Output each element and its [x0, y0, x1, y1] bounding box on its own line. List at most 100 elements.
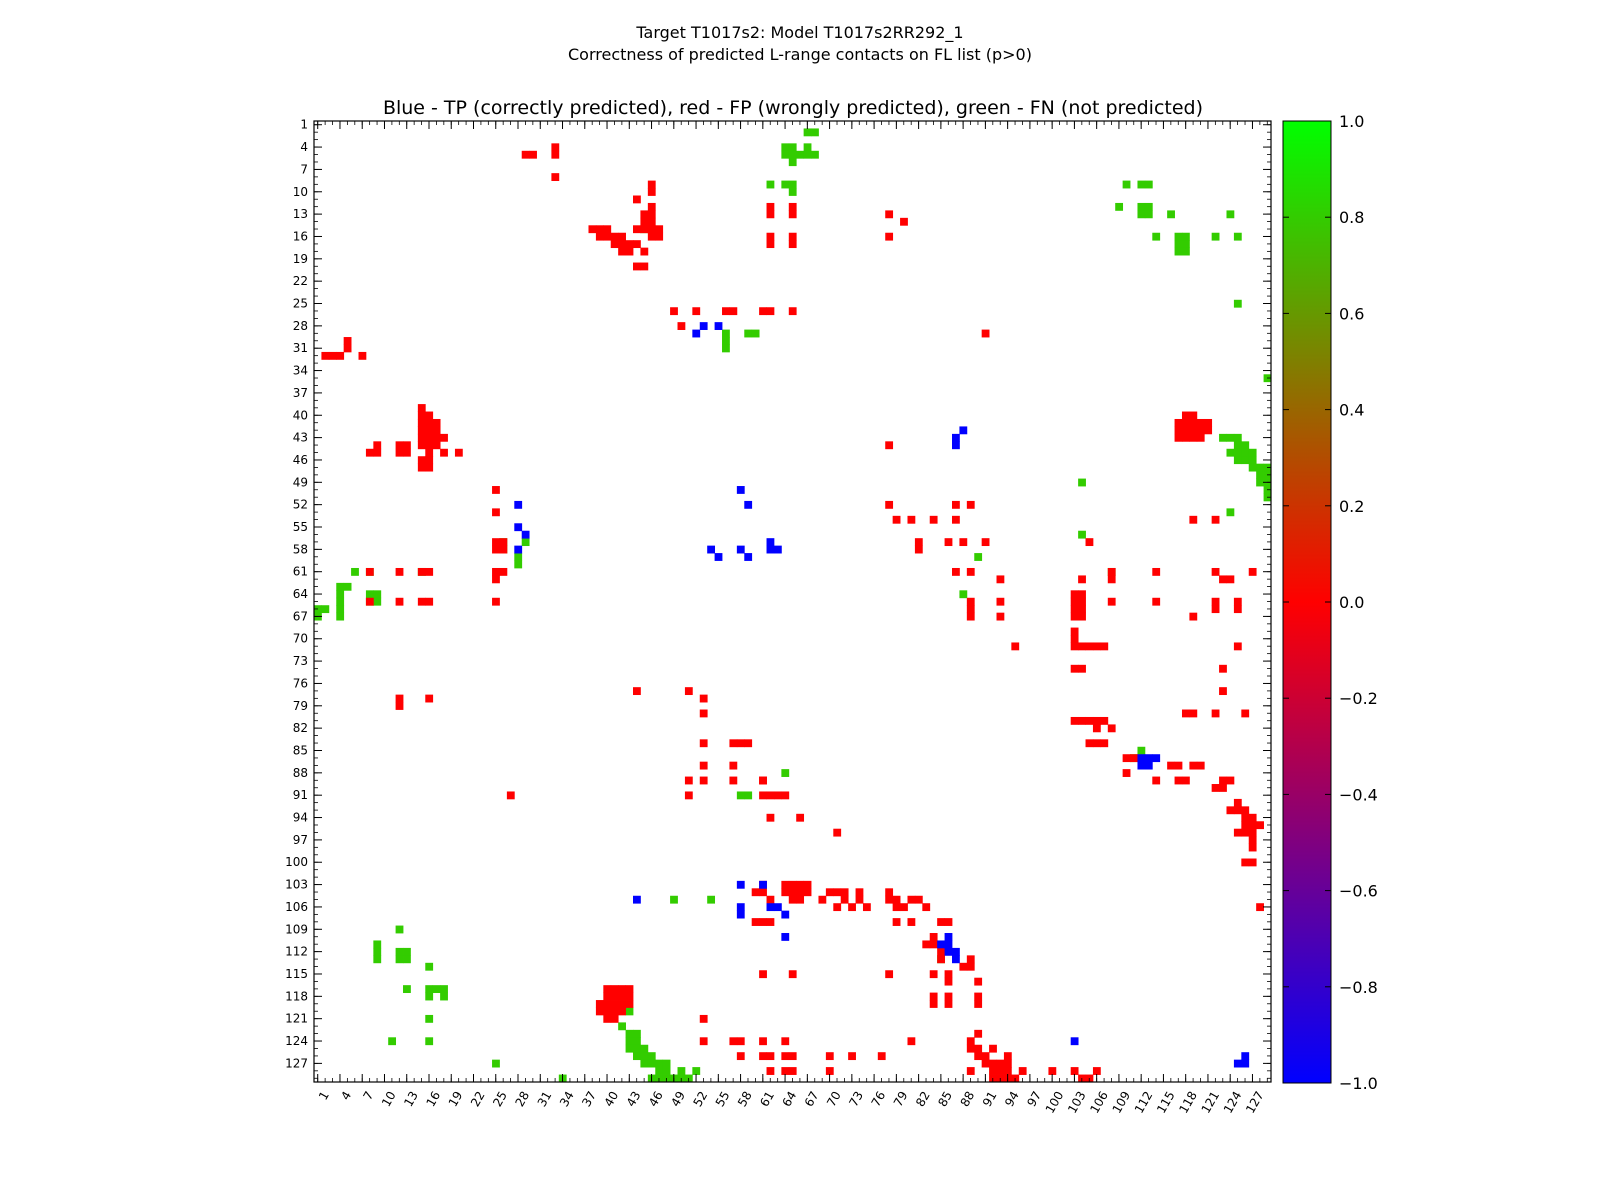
cell-fn — [1233, 433, 1242, 442]
y-tick-label: 10 — [293, 185, 308, 199]
cell-fn — [1174, 240, 1183, 249]
colorbar-tick-label: 0.6 — [1339, 304, 1364, 323]
cell-fn — [788, 180, 797, 189]
cell-fp — [595, 225, 604, 234]
x-tick-label: 106 — [1087, 1089, 1111, 1116]
x-tick-label: 49 — [668, 1089, 688, 1109]
x-tick-label: 76 — [869, 1089, 889, 1109]
cell-tp — [1233, 1059, 1242, 1068]
cell-fp — [944, 1000, 953, 1008]
cell-fp — [833, 888, 842, 897]
cell-fp — [922, 903, 931, 912]
cell-fp — [729, 739, 738, 748]
cell-fn — [321, 605, 330, 614]
cell-fp — [974, 1044, 983, 1053]
cell-fp — [647, 210, 656, 219]
cell-fp — [781, 1067, 790, 1075]
y-tick-label: 1 — [300, 118, 308, 132]
colorbar-tick-label: −0.6 — [1339, 882, 1378, 901]
cell-fp — [417, 597, 426, 606]
cell-fp — [432, 433, 441, 442]
cell-fp — [1219, 687, 1227, 696]
cell-fp — [885, 441, 894, 450]
cell-fp — [625, 247, 634, 256]
cell-tp — [633, 895, 641, 904]
cell-fp — [633, 687, 641, 696]
cell-fp — [1003, 1067, 1012, 1075]
cell-fp — [1070, 642, 1079, 651]
y-tick-label: 16 — [293, 229, 308, 243]
cell-fp — [966, 1044, 975, 1053]
cell-fn — [662, 1067, 671, 1075]
cell-fp — [922, 940, 931, 949]
cell-fp — [1152, 597, 1161, 606]
cell-tp — [952, 441, 960, 450]
cell-tp — [736, 910, 745, 919]
cell-fp — [633, 195, 641, 204]
y-tick-label: 58 — [293, 542, 308, 556]
cell-fp — [1241, 828, 1250, 837]
cell-fp — [610, 232, 619, 241]
cell-fp — [1070, 664, 1079, 673]
y-axis-ticks: 1 4 7 10 13 16 19 22 25 28 31 34 37 40 43 46 49 52 55 58 61 6… — [285, 118, 1271, 1070]
cell-fp — [803, 888, 812, 897]
cell-fn — [1256, 478, 1264, 487]
y-tick-label: 94 — [293, 811, 308, 825]
cell-fp — [1181, 426, 1190, 435]
cell-fp — [1107, 597, 1116, 606]
cell-fp — [403, 448, 411, 457]
y-tick-label: 55 — [293, 520, 308, 534]
cell-fp — [937, 947, 945, 956]
cell-fp — [759, 970, 767, 979]
cell-fp — [1241, 858, 1250, 867]
cell-fp — [425, 426, 434, 435]
y-tick-label: 31 — [293, 341, 308, 355]
cell-fp — [395, 694, 404, 703]
y-tick-label: 67 — [293, 609, 308, 623]
cell-fp — [788, 210, 797, 219]
cell-fp — [321, 351, 330, 360]
cell-fp — [499, 538, 508, 547]
cell-fn — [655, 1059, 664, 1068]
y-tick-label: 46 — [293, 453, 308, 467]
cell-fn — [425, 962, 434, 971]
cell-fp — [996, 1059, 1005, 1068]
cell-fp — [692, 307, 701, 316]
cell-fn — [403, 947, 411, 956]
colorbar-tick-label: 0.2 — [1339, 497, 1364, 516]
cell-tp — [744, 553, 753, 561]
cell-fp — [417, 463, 426, 472]
cell-fn — [796, 150, 805, 159]
cell-fp — [1241, 813, 1250, 822]
cell-fp — [759, 791, 767, 800]
cell-fn — [514, 560, 523, 569]
cell-fp — [1226, 575, 1235, 584]
cell-fp — [647, 217, 656, 226]
cell-fp — [1189, 433, 1198, 442]
cell-fp — [1204, 418, 1213, 427]
x-tick-label: 61 — [757, 1089, 777, 1109]
cell-fp — [625, 985, 634, 994]
cell-tp — [759, 880, 767, 889]
cell-fp — [699, 776, 708, 785]
cell-fp — [1078, 664, 1086, 673]
cell-tp — [514, 523, 523, 532]
x-tick-label: 37 — [579, 1089, 599, 1109]
colorbar-tick-label: 1.0 — [1339, 112, 1364, 131]
cell-fp — [699, 694, 708, 703]
cell-fp — [343, 337, 352, 345]
cell-fn — [811, 150, 819, 159]
cell-fp — [759, 307, 767, 316]
cell-fp — [633, 240, 641, 249]
cell-fp — [1152, 776, 1161, 785]
cell-fp — [610, 1014, 619, 1023]
cell-fp — [848, 1052, 856, 1061]
cell-fp — [885, 970, 894, 979]
cell-fp — [640, 225, 649, 234]
cell-tp — [781, 910, 790, 919]
y-tick-label: 43 — [293, 431, 308, 445]
cell-fp — [618, 1007, 626, 1016]
cell-fp — [788, 1067, 797, 1075]
cell-fp — [974, 992, 983, 1001]
cell-fp — [595, 232, 604, 241]
